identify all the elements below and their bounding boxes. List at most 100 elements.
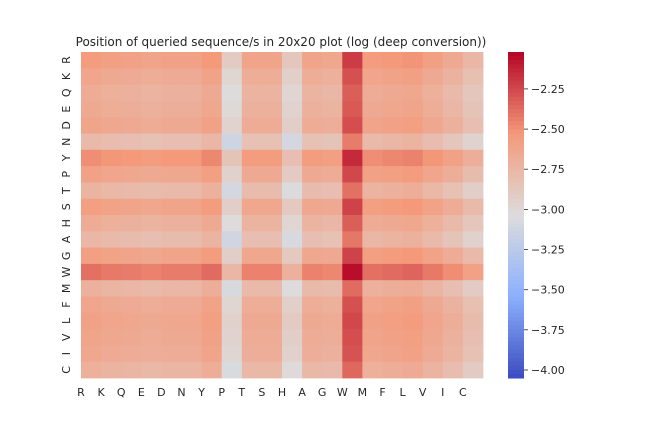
heatmap-cell-Q-G bbox=[322, 84, 343, 102]
heatmap-cell-L-N bbox=[181, 312, 202, 330]
colorbar-segment bbox=[508, 92, 524, 98]
heatmap-cell-R-E bbox=[141, 52, 162, 69]
heatmap-cell-S-G bbox=[322, 198, 343, 216]
heatmap-cell-V-A bbox=[302, 329, 323, 346]
heatmap-cell-K-S bbox=[261, 68, 283, 85]
heatmap-cell-N-L bbox=[402, 133, 424, 151]
colorbar-segment bbox=[508, 109, 524, 114]
heatmap-cell-F-P bbox=[221, 296, 243, 314]
heatmap-cell-R-A bbox=[302, 52, 323, 69]
colorbar-segment bbox=[508, 125, 524, 130]
heatmap-cell-E-T bbox=[241, 100, 263, 118]
heatmap-cell-L-S bbox=[261, 312, 283, 330]
heatmap-cell-Y-Y bbox=[201, 149, 223, 167]
heatmap-cell-R-Y bbox=[201, 52, 223, 69]
heatmap-cell-L-E bbox=[141, 312, 162, 330]
heatmap-cell-Q-R bbox=[81, 84, 102, 102]
heatmap-cell-D-L bbox=[402, 117, 424, 134]
colorbar-segment bbox=[508, 263, 524, 269]
heatmap-cell-N-C bbox=[462, 133, 484, 151]
colorbar-segment bbox=[508, 88, 524, 94]
colorbar-segment bbox=[508, 104, 524, 110]
heatmap-cell-P-F bbox=[382, 166, 403, 183]
heatmap-cell-K-E bbox=[141, 68, 162, 85]
heatmap-cell-L-F bbox=[382, 312, 403, 330]
colorbar-segment bbox=[508, 137, 524, 143]
heatmap-cell-S-R bbox=[81, 198, 102, 216]
heatmap-cell-Y-E bbox=[141, 149, 162, 167]
heatmap-cell-M-C bbox=[462, 280, 484, 297]
y-tick-label: V bbox=[60, 333, 73, 341]
heatmap-cell-Q-S bbox=[261, 84, 283, 102]
heatmap-cell-T-I bbox=[442, 182, 464, 200]
heatmap-cell-E-K bbox=[101, 100, 122, 118]
colorbar-segment bbox=[508, 267, 524, 273]
heatmap-cell-M-I bbox=[442, 280, 464, 297]
heatmap-cell-F-Q bbox=[121, 296, 142, 314]
heatmap-cell-F-L bbox=[402, 296, 424, 314]
heatmap-cell-Y-F bbox=[382, 149, 403, 167]
heatmap-cell-W-I bbox=[442, 263, 464, 281]
heatmap-cell-H-M bbox=[362, 215, 383, 232]
heatmap-cell-M-L bbox=[402, 280, 424, 297]
heatmap-cell-G-V bbox=[422, 247, 444, 265]
heatmap-cell-Q-Y bbox=[201, 84, 223, 102]
x-tick-label: E bbox=[138, 386, 145, 399]
colorbar-segment bbox=[508, 100, 524, 106]
heatmap-cell-F-W bbox=[342, 296, 363, 314]
heatmap-cell-E-N bbox=[181, 100, 202, 118]
heatmap-cell-V-K bbox=[101, 329, 122, 346]
heatmap-cell-S-E bbox=[141, 198, 162, 216]
colorbar-tick-label: −3.50 bbox=[531, 284, 565, 297]
heatmap-cell-A-S bbox=[261, 231, 283, 248]
heatmap-cell-F-Y bbox=[201, 296, 223, 314]
heatmap-cell-A-Y bbox=[201, 231, 223, 248]
heatmap-cell-T-D bbox=[161, 182, 182, 200]
colorbar-segment bbox=[508, 223, 524, 228]
heatmap-cell-P-M bbox=[362, 166, 383, 183]
x-tick-label: W bbox=[337, 386, 348, 399]
x-tick-label: R bbox=[77, 386, 85, 399]
colorbar-segment bbox=[508, 337, 524, 342]
y-tick-label: F bbox=[60, 301, 73, 307]
heatmap-cell-Y-V bbox=[422, 149, 444, 167]
heatmap-cell-L-D bbox=[161, 312, 182, 330]
x-tick-label: S bbox=[258, 386, 265, 399]
heatmap-cell-M-Q bbox=[121, 280, 142, 297]
heatmap-cell-S-T bbox=[241, 198, 263, 216]
colorbar-segment bbox=[508, 329, 524, 334]
colorbar-segment bbox=[508, 162, 524, 167]
colorbar-segment bbox=[508, 186, 524, 192]
heatmap-cell-S-V bbox=[422, 198, 444, 216]
heatmap-cell-F-T bbox=[241, 296, 263, 314]
heatmap-cell-Y-W bbox=[342, 149, 363, 167]
heatmap-cell-K-V bbox=[422, 68, 444, 85]
heatmap-cell-G-G bbox=[322, 247, 343, 265]
heatmap-cell-R-Q bbox=[121, 52, 142, 69]
heatmap-cell-V-W bbox=[342, 329, 363, 346]
colorbar-tick-label: −3.00 bbox=[531, 203, 565, 216]
heatmap-cell-V-I bbox=[442, 329, 464, 346]
heatmap-cell-H-P bbox=[221, 215, 243, 232]
colorbar-segment bbox=[508, 276, 524, 281]
heatmap-cell-G-S bbox=[261, 247, 283, 265]
colorbar-segment bbox=[508, 145, 524, 151]
heatmap-cell-N-E bbox=[141, 133, 162, 151]
heatmap-cell-Y-N bbox=[181, 149, 202, 167]
heatmap-cell-T-R bbox=[81, 182, 102, 200]
colorbar-segment bbox=[508, 365, 524, 371]
heatmap-cell-P-E bbox=[141, 166, 162, 183]
heatmap-cell-E-G bbox=[322, 100, 343, 118]
heatmap-cell-P-V bbox=[422, 166, 444, 183]
heatmap-cell-H-Y bbox=[201, 215, 223, 232]
heatmap-cell-V-N bbox=[181, 329, 202, 346]
heatmap-cell-Q-H bbox=[282, 84, 303, 102]
heatmap-cell-H-W bbox=[342, 215, 363, 232]
heatmap-cell-H-K bbox=[101, 215, 122, 232]
heatmap-cell-N-P bbox=[221, 133, 243, 151]
heatmap-cell-L-A bbox=[302, 312, 323, 330]
heatmap-cell-R-T bbox=[241, 52, 263, 69]
heatmap-cell-V-E bbox=[141, 329, 162, 346]
heatmap-cell-N-D bbox=[161, 133, 182, 151]
